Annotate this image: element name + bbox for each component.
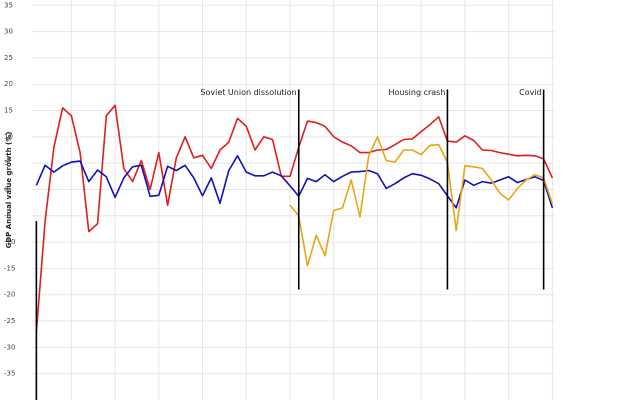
event-label: Covid xyxy=(519,88,542,97)
y-axis-label: GDP Annual value growth (%) xyxy=(5,132,13,249)
y-tick-label: 10 xyxy=(4,133,13,141)
y-tick-label: -25 xyxy=(4,317,15,325)
y-tick-label: 5 xyxy=(4,159,8,167)
y-tick-label: 30 xyxy=(4,28,13,36)
series-line xyxy=(35,155,554,209)
y-tick-label: -10 xyxy=(4,238,15,246)
series-line xyxy=(35,104,554,332)
y-tick-label: 25 xyxy=(4,54,13,62)
series-line xyxy=(289,136,554,267)
y-tick-label: -15 xyxy=(4,264,15,272)
y-tick-label: -20 xyxy=(4,291,15,299)
y-tick-label: 0 xyxy=(4,185,8,193)
y-tick-label: -35 xyxy=(4,370,15,378)
y-tick-label: -5 xyxy=(4,212,11,220)
event-label: Soviet Union dissolution xyxy=(200,88,296,97)
y-tick-label: 35 xyxy=(4,1,13,9)
y-tick-label: 20 xyxy=(4,80,13,88)
y-tick-label: 15 xyxy=(4,107,13,115)
y-tick-label: -30 xyxy=(4,343,15,351)
event-label: Housing crash xyxy=(389,88,446,97)
